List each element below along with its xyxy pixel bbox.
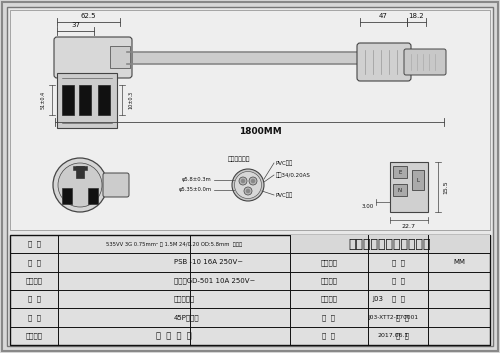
Text: 3.00: 3.00 [362,204,374,209]
Text: 截材截面图：: 截材截面图： [228,156,250,162]
Bar [10,235,490,345]
Text: 比  例: 比 例 [392,277,404,284]
Text: MM: MM [453,259,465,265]
Text: PVC绝缘: PVC绝缘 [276,192,293,198]
Text: 东莞市捷桑电子有限公司: 东莞市捷桑电子有限公司 [349,238,431,251]
Bar [62,85,74,115]
Bar [62,188,72,204]
Bar [79,85,91,115]
Text: 内  架: 内 架 [28,296,40,303]
Text: 档  名: 档 名 [322,314,336,321]
FancyBboxPatch shape [357,43,411,81]
Text: J03: J03 [372,296,384,302]
Bar [390,162,428,212]
Text: N: N [398,187,402,192]
FancyBboxPatch shape [54,37,132,78]
Bar [57,73,117,128]
Circle shape [251,179,255,183]
Circle shape [246,189,250,193]
Circle shape [58,163,102,207]
Bar [88,188,98,204]
Text: 胶  料: 胶 料 [28,314,40,321]
Text: 47: 47 [379,13,388,19]
Text: 客户料号: 客户料号 [320,277,338,284]
Text: 10±0.3: 10±0.3 [128,91,134,109]
Circle shape [239,177,247,185]
Text: φ5.35±0.0m: φ5.35±0.0m [179,187,212,192]
Text: 绘  图: 绘 图 [392,296,404,303]
Text: 日  期: 日 期 [322,333,336,339]
FancyBboxPatch shape [404,49,446,75]
Text: 单针34/0.20AS: 单针34/0.20AS [276,172,311,178]
Text: 电  线: 电 线 [28,241,40,247]
Text: J03-XTT2-170001: J03-XTT2-170001 [368,315,418,320]
Text: 45P插头料: 45P插头料 [174,314,200,321]
Text: 客户图号: 客户图号 [320,259,338,266]
Text: 品  名  规  格: 品 名 规 格 [156,331,192,340]
Bar [290,235,490,253]
Text: L: L [416,178,420,183]
FancyBboxPatch shape [103,173,129,197]
Text: 2017.06.1: 2017.06.1 [378,333,408,338]
Text: 62.5: 62.5 [81,13,96,19]
Text: 核  对: 核 对 [396,314,409,321]
Text: PSB -10 16A 250V~: PSB -10 16A 250V~ [174,259,243,265]
Text: 插  头: 插 头 [28,259,40,266]
Text: 1800MM: 1800MM [239,126,282,136]
Bar [412,170,424,190]
Text: 22.7: 22.7 [402,225,416,229]
Circle shape [53,158,107,212]
Text: 37: 37 [71,22,80,28]
Text: E: E [398,169,402,174]
Circle shape [241,179,245,183]
Circle shape [232,169,264,201]
Text: 15.5: 15.5 [444,180,448,194]
Text: φ5.8±0.3m: φ5.8±0.3m [182,178,212,183]
Text: 材料名称: 材料名称 [26,333,42,339]
Bar [393,184,407,196]
Bar [98,85,110,115]
Text: 公司名称: 公司名称 [320,296,338,303]
Text: 核  准: 核 准 [396,333,409,339]
Text: 535VV 3G 0.75mm² 双 1.5M 24/0.20 OD:5.8mm  双四平: 535VV 3G 0.75mm² 双 1.5M 24/0.20 OD:5.8mm… [106,242,242,247]
Text: 品字尾内架: 品字尾内架 [174,296,195,303]
Bar [73,166,87,170]
Bar [10,10,490,230]
Bar [110,46,130,68]
Circle shape [234,172,262,198]
Text: 单  位: 单 位 [392,259,404,266]
Bar [393,166,407,178]
Text: 尾部处理: 尾部处理 [26,277,42,284]
Circle shape [249,177,257,185]
Text: PVC套管: PVC套管 [276,160,293,166]
Text: 品字尾GD-501 10A 250V~: 品字尾GD-501 10A 250V~ [174,277,256,284]
Bar [127,52,360,64]
Circle shape [244,187,252,195]
Bar [76,166,84,178]
Text: 18.2: 18.2 [408,13,424,19]
Text: 51±0.4: 51±0.4 [40,91,46,109]
